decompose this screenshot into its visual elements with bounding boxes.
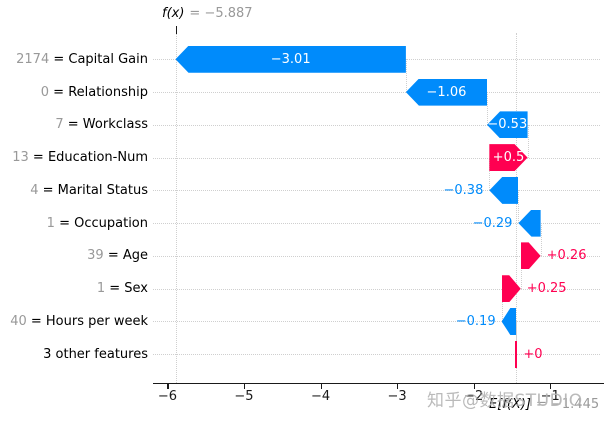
feature-label-hours-per-week: 40 = Hours per week (10, 313, 148, 329)
row-guide-line (153, 321, 600, 323)
waterfall-connector-line (540, 223, 542, 256)
waterfall-connector-line (520, 255, 522, 289)
feature-label-age: 39 = Age (87, 248, 148, 264)
feature-value: 39 (87, 248, 104, 264)
feature-label-capital-gain: 2174 = Capital Gain (16, 51, 148, 67)
feature-value: 40 (10, 313, 27, 329)
x-tick-mark (473, 384, 475, 389)
row-guide-line (153, 288, 600, 290)
fx-reference-line (176, 34, 178, 383)
row-guide-line (153, 92, 600, 94)
row-guide-line (153, 190, 600, 192)
feature-label-sex: 1 = Sex (96, 281, 148, 297)
shap-value-label: +0.5 (492, 150, 525, 166)
feature-value: 13 (12, 150, 29, 166)
waterfall-connector-line (501, 288, 503, 322)
bar-education-num: +0.5 (489, 144, 527, 171)
feature-label-marital-status: 4 = Marital Status (30, 182, 148, 198)
x-tick-label: −6 (157, 389, 178, 404)
fx-tick-mark (175, 26, 177, 34)
x-tick-mark (244, 384, 246, 389)
row-guide-line (153, 255, 600, 257)
waterfall-connector-line (527, 124, 529, 158)
shap-value-label: −0.19 (455, 313, 496, 329)
waterfall-connector-line (518, 190, 520, 224)
feature-value: 1 (46, 215, 55, 231)
x-tick-label: −2 (464, 389, 484, 404)
expected-value-annotation: E[f(X)] = −1.445 (489, 397, 599, 412)
bar-capital-gain: −3.01 (175, 45, 406, 73)
fx-annotation: f(x) = −5.887 (162, 6, 253, 21)
fx-symbol: f(x) (162, 6, 185, 21)
shap-value-label: −0.38 (443, 182, 484, 198)
bar-relationship: −1.06 (405, 78, 488, 106)
x-tick-mark (320, 384, 322, 389)
feature-value: 0 (40, 84, 50, 100)
shap-value-label: −0.29 (472, 215, 513, 231)
x-tick-mark (167, 384, 169, 389)
feature-label-occupation: 1 = Occupation (46, 215, 148, 231)
fx-value: = −5.887 (189, 6, 253, 21)
waterfall-connector-line (489, 157, 491, 191)
feature-value: 7 (55, 117, 64, 133)
row-guide-line (153, 354, 600, 356)
shap-value-label: −0.53 (487, 117, 528, 133)
x-tick-label: −1 (540, 389, 560, 404)
shap-value-label: −3.01 (270, 51, 311, 67)
bar-3-other-features (515, 340, 518, 368)
feature-label-3-other-features: 3 other features (43, 346, 148, 362)
bar-sex (502, 275, 521, 302)
shap-value-label: −1.06 (426, 84, 467, 100)
shap-value-label: +0.26 (546, 248, 587, 264)
waterfall-connector-line (516, 321, 518, 355)
row-guide-line (153, 223, 600, 225)
bar-hours-per-week (501, 307, 517, 335)
shap-value-label: +0.25 (526, 281, 567, 297)
bar-age (521, 242, 541, 269)
bar-marital-status (489, 176, 519, 204)
x-tick-label: −4 (310, 389, 331, 404)
expected-value-symbol: E[f(X)] (489, 397, 531, 412)
waterfall-connector-line (487, 92, 489, 125)
shap-value-label: +0 (523, 346, 543, 362)
row-guide-line (153, 124, 600, 126)
x-axis-line (153, 383, 604, 385)
x-tick-mark (397, 384, 399, 389)
x-tick-label: −5 (234, 389, 254, 404)
x-tick-mark (550, 384, 552, 389)
expected-value-number: = −1.445 (535, 397, 600, 412)
feature-label-education-num: 13 = Education-Num (12, 150, 148, 166)
bar-workclass: −0.53 (487, 111, 528, 139)
feature-label-relationship: 0 = Relationship (40, 84, 148, 100)
feature-value: 1 (96, 281, 106, 297)
row-guide-line (153, 157, 600, 159)
watermark-text: 知乎@数据STUDIO (427, 391, 583, 411)
feature-label-workclass: 7 = Workclass (55, 117, 148, 133)
waterfall-connector-line (405, 59, 407, 93)
feature-value: 4 (30, 182, 39, 198)
x-tick-label: −3 (387, 389, 407, 404)
bar-occupation (518, 209, 541, 237)
base-value-reference-line (516, 33, 518, 383)
feature-value: 2174 (16, 51, 50, 67)
